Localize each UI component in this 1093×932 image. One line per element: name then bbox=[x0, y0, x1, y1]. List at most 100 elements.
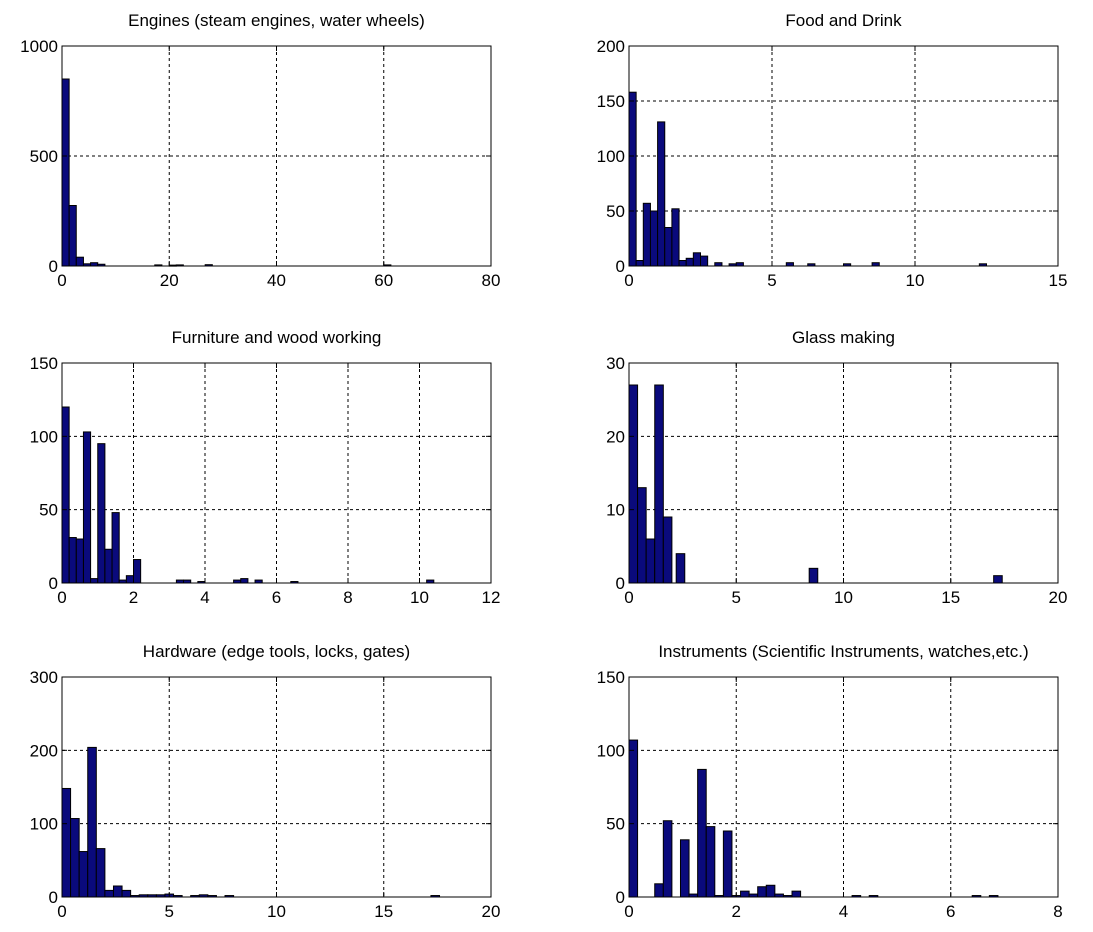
chart-title: Furniture and wood working bbox=[172, 328, 382, 347]
y-tick-label: 200 bbox=[597, 37, 625, 56]
histogram-bar bbox=[705, 826, 716, 898]
y-tick-label: 50 bbox=[39, 501, 58, 520]
y-tick-label: 0 bbox=[49, 574, 58, 593]
x-tick-label: 2 bbox=[129, 588, 138, 607]
chart-title: Glass making bbox=[792, 328, 895, 347]
histogram-bar bbox=[791, 890, 802, 898]
histogram-bar bbox=[121, 889, 132, 898]
x-tick-label: 20 bbox=[482, 902, 501, 921]
y-tick-label: 0 bbox=[49, 257, 58, 276]
histogram-bar bbox=[87, 746, 97, 898]
y-tick-label: 100 bbox=[30, 427, 58, 446]
histogram-bar bbox=[61, 787, 72, 898]
histogram-bar bbox=[104, 548, 113, 584]
histogram-bar bbox=[68, 205, 77, 267]
y-tick-label: 300 bbox=[30, 668, 58, 687]
y-tick-label: 0 bbox=[616, 257, 625, 276]
y-tick-label: 0 bbox=[616, 574, 625, 593]
histogram-bar bbox=[628, 384, 639, 584]
histogram-bar bbox=[133, 559, 142, 584]
x-tick-label: 0 bbox=[624, 271, 633, 290]
y-tick-label: 150 bbox=[597, 92, 625, 111]
histogram-bar bbox=[657, 121, 666, 267]
x-tick-label: 4 bbox=[839, 902, 848, 921]
x-tick-label: 15 bbox=[941, 588, 960, 607]
y-tick-label: 100 bbox=[597, 147, 625, 166]
x-tick-label: 6 bbox=[272, 588, 281, 607]
histogram-bar bbox=[662, 516, 673, 584]
histogram-bar bbox=[679, 839, 690, 898]
histogram-bar bbox=[78, 851, 89, 898]
x-tick-label: 0 bbox=[57, 271, 66, 290]
axes-frame bbox=[628, 45, 1059, 267]
x-tick-label: 15 bbox=[374, 902, 393, 921]
histogram-bar bbox=[808, 567, 819, 584]
y-tick-label: 50 bbox=[606, 202, 625, 221]
x-tick-label: 20 bbox=[160, 271, 179, 290]
y-tick-label: 150 bbox=[30, 354, 58, 373]
histogram-bar bbox=[675, 553, 686, 584]
y-tick-label: 150 bbox=[597, 668, 625, 687]
y-tick-label: 10 bbox=[606, 501, 625, 520]
chart-title: Engines (steam engines, water wheels) bbox=[128, 11, 425, 30]
x-tick-label: 2 bbox=[732, 902, 741, 921]
histogram-bar bbox=[685, 257, 694, 267]
histogram-bar bbox=[993, 575, 1003, 584]
histogram-bar bbox=[90, 578, 99, 584]
histogram-bar bbox=[635, 260, 644, 267]
y-tick-label: 0 bbox=[49, 888, 58, 907]
x-tick-label: 5 bbox=[732, 588, 741, 607]
x-tick-label: 8 bbox=[1053, 902, 1062, 921]
y-tick-label: 30 bbox=[606, 354, 625, 373]
histogram-bar bbox=[757, 886, 767, 898]
histogram-bar bbox=[692, 252, 701, 267]
x-tick-label: 12 bbox=[482, 588, 501, 607]
histogram-panel-3: 0 2 4 6 8 10 12 0 50 100 150 Furniture and wood wor… bbox=[30, 328, 501, 607]
histogram-bar bbox=[628, 739, 639, 898]
histogram-bar bbox=[75, 538, 84, 584]
x-tick-label: 5 bbox=[165, 902, 174, 921]
histogram-bar bbox=[240, 578, 249, 584]
histogram-bar bbox=[649, 210, 659, 267]
x-tick-label: 5 bbox=[767, 271, 776, 290]
y-tick-label: 200 bbox=[30, 741, 58, 760]
y-tick-label: 1000 bbox=[20, 37, 58, 56]
y-tick-label: 50 bbox=[606, 815, 625, 834]
histogram-bar bbox=[765, 884, 776, 898]
x-tick-label: 0 bbox=[624, 902, 633, 921]
chart-title: Hardware (edge tools, locks, gates) bbox=[143, 642, 410, 661]
histogram-bar bbox=[654, 384, 664, 584]
x-tick-label: 80 bbox=[482, 271, 501, 290]
x-tick-label: 10 bbox=[834, 588, 853, 607]
x-tick-label: 6 bbox=[946, 902, 955, 921]
x-tick-label: 40 bbox=[267, 271, 286, 290]
histogram-bar bbox=[104, 889, 114, 898]
x-tick-label: 4 bbox=[200, 588, 209, 607]
chart-title: Instruments (Scientific Instruments, wat… bbox=[658, 642, 1028, 661]
histogram-bar bbox=[628, 91, 637, 267]
histogram-bar bbox=[637, 487, 647, 584]
x-tick-label: 20 bbox=[1049, 588, 1068, 607]
x-tick-label: 10 bbox=[410, 588, 429, 607]
histogram-bar bbox=[642, 202, 651, 267]
histogram-bar bbox=[70, 818, 80, 898]
x-tick-label: 0 bbox=[624, 588, 633, 607]
histogram-bar bbox=[61, 406, 70, 584]
histogram-bar bbox=[125, 575, 134, 584]
histogram-panel-4: 0 5 10 15 20 0 10 20 30 Glass making bbox=[606, 328, 1067, 607]
histogram-bar bbox=[700, 255, 709, 267]
y-tick-label: 100 bbox=[30, 815, 58, 834]
histogram-bar bbox=[97, 443, 106, 584]
x-tick-label: 10 bbox=[906, 271, 925, 290]
histogram-bar bbox=[722, 830, 733, 898]
histogram-bar bbox=[671, 208, 680, 267]
histogram-bar bbox=[82, 431, 92, 584]
histogram-bar bbox=[740, 890, 750, 898]
histogram-bar bbox=[68, 537, 77, 584]
histogram-bar bbox=[645, 538, 656, 584]
histogram-bar bbox=[697, 768, 707, 898]
histogram-panel-6: 0 2 4 6 8 0 50 100 150 Instruments (Scientific In… bbox=[597, 642, 1063, 921]
x-tick-label: 15 bbox=[1049, 271, 1068, 290]
